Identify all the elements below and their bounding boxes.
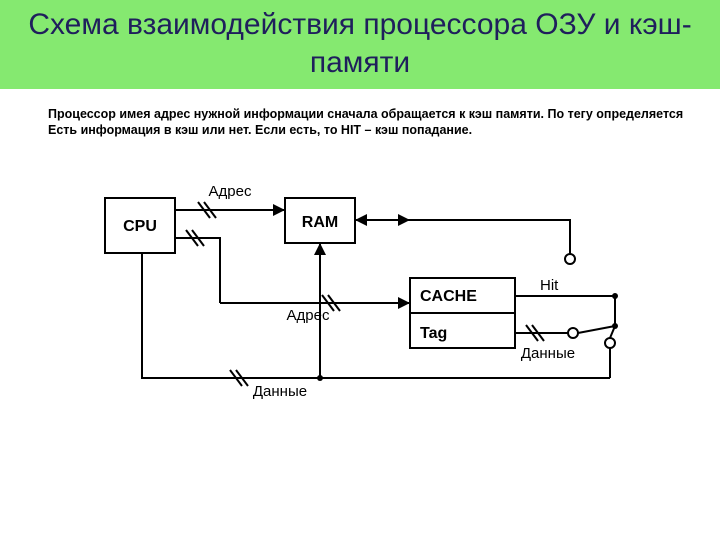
slide-description: Процессор имея адрес нужной информации с… bbox=[0, 89, 720, 138]
data-out-label: Данные bbox=[521, 345, 575, 362]
cpu-label: CPU bbox=[123, 218, 157, 235]
cache-label: CACHE bbox=[420, 288, 477, 305]
switch-lever bbox=[578, 326, 615, 333]
cpu-lower-addr-stub bbox=[175, 238, 220, 303]
tag-label: Tag bbox=[420, 325, 447, 342]
data-label: Данные bbox=[253, 383, 307, 400]
diagram: CPU RAM CACHE Tag Адрес Адрес bbox=[0, 148, 720, 428]
addr-bottom-label: Адрес bbox=[287, 307, 330, 324]
ram-switch-terminal bbox=[565, 254, 575, 264]
ram-label: RAM bbox=[302, 214, 338, 231]
title-bar: Схема взаимодействия процессора ОЗУ и кэ… bbox=[0, 0, 720, 89]
cache-switch-terminal bbox=[568, 328, 578, 338]
hit-label: Hit bbox=[540, 277, 559, 294]
data-switch-terminal bbox=[605, 338, 615, 348]
addr-top-label: Адрес bbox=[209, 183, 252, 200]
slide-title: Схема взаимодействия процессора ОЗУ и кэ… bbox=[10, 6, 710, 81]
diagram-svg: CPU RAM CACHE Tag Адрес Адрес bbox=[70, 148, 650, 428]
